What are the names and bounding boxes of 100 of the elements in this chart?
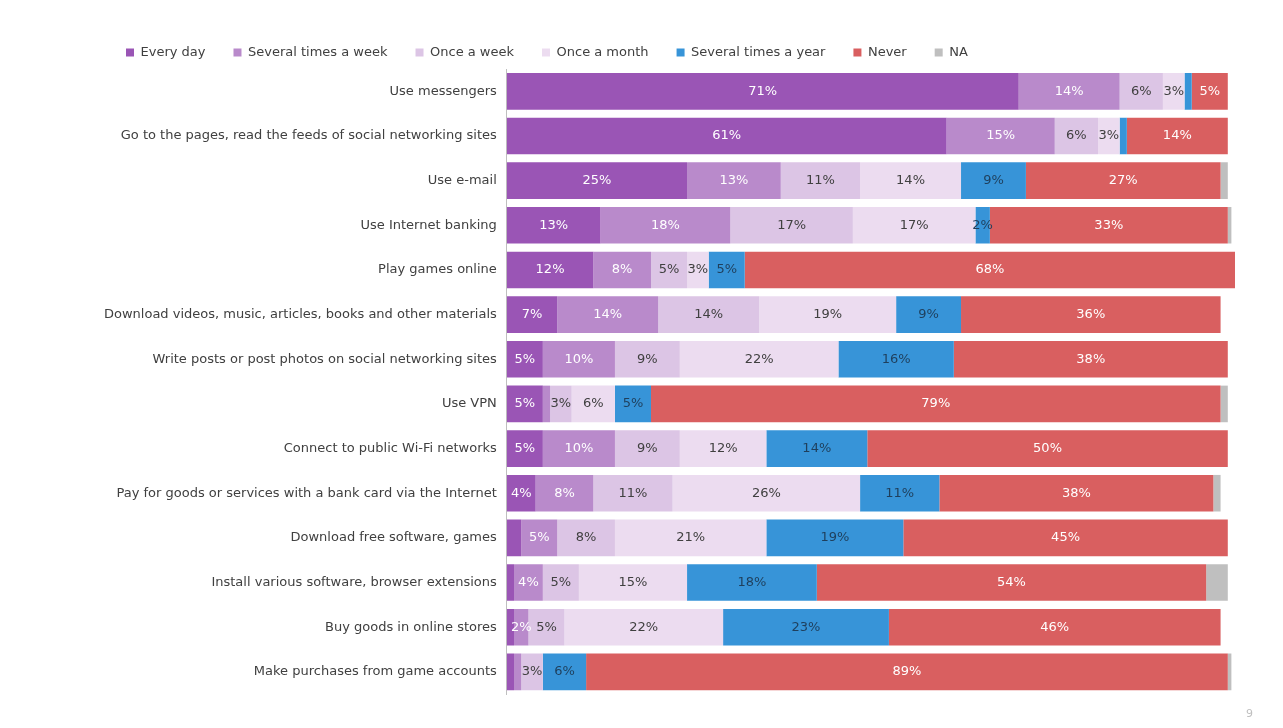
y-tick-label: Go to the pages, read the feeds of social networking sites: [120, 127, 498, 143]
bar: [542, 564, 579, 601]
bar: [535, 474, 594, 512]
y-tick-label: Pay for goods or services with a bank card via the Internet: [116, 484, 497, 500]
legend-label: Several times a year: [691, 43, 827, 59]
y-tick-label: Use VPN: [441, 395, 497, 411]
bar: [506, 519, 522, 557]
bar: [593, 474, 673, 512]
data-label: 5%: [658, 261, 680, 277]
data-label: 36%: [1076, 305, 1106, 321]
data-label: 7%: [521, 305, 543, 321]
data-label: 3%: [1163, 82, 1185, 98]
bar: [564, 608, 724, 646]
text: 9: [1246, 707, 1253, 720]
y-tick-label: Download videos, music, articles, books and other materials: [104, 305, 498, 321]
bar: [514, 653, 522, 691]
legend-label: Once a month: [556, 43, 649, 59]
bar: [658, 296, 760, 333]
bar: [1119, 117, 1127, 155]
data-label: 14%: [1054, 82, 1084, 98]
bar: [506, 564, 514, 601]
bar: [542, 385, 551, 423]
data-label: 18%: [737, 573, 767, 589]
data-label: 14%: [694, 305, 724, 321]
data-label: 3%: [550, 395, 572, 411]
data-label: 6%: [583, 395, 604, 411]
data-label: 27%: [1108, 172, 1138, 188]
data-label: 19%: [820, 529, 850, 545]
data-label: 22%: [744, 350, 774, 366]
bar: [506, 608, 514, 646]
data-label: 71%: [748, 82, 778, 98]
y-tick-label: Write posts or post photos on social networking sites: [152, 350, 498, 366]
bar: [1206, 564, 1228, 601]
legend-label: Several times a week: [247, 43, 388, 59]
data-label: 9%: [637, 439, 658, 455]
y-tick-label: Connect to public Wi-Fi networks: [283, 439, 498, 455]
data-label: 3%: [521, 663, 543, 679]
bar: [860, 162, 962, 199]
data-label: 2%: [510, 618, 532, 634]
legend-label: Never: [867, 43, 908, 59]
data-label: 17%: [777, 216, 807, 232]
bar: [888, 608, 1221, 646]
bar: [946, 117, 1055, 155]
data-label: 9%: [918, 305, 939, 321]
bar: [867, 430, 1228, 467]
bar: [542, 340, 615, 378]
bar: [780, 162, 861, 199]
bar: [650, 385, 1221, 423]
bar: [708, 251, 745, 289]
bar: [614, 519, 767, 557]
bar: [557, 296, 659, 333]
bar: [766, 430, 868, 467]
data-label: 14%: [593, 305, 623, 321]
bar: [1025, 162, 1221, 199]
bar: [687, 564, 817, 601]
bar: [961, 162, 1026, 199]
data-label: 21%: [676, 529, 706, 545]
bar: [586, 653, 1228, 691]
data-label: 38%: [1061, 484, 1091, 500]
data-label: 6%: [1130, 82, 1152, 98]
data-label: 22%: [629, 618, 659, 634]
bar: [744, 251, 1235, 289]
bar: [506, 653, 514, 691]
data-label: 15%: [986, 127, 1016, 143]
data-label: 5%: [528, 529, 550, 545]
data-label: 4%: [510, 484, 532, 500]
data-label: 3%: [1098, 127, 1120, 143]
data-label: 6%: [1066, 127, 1087, 143]
y-tick-label: Use messengers: [389, 82, 498, 98]
data-label: 12%: [708, 439, 738, 455]
data-label: 61%: [712, 127, 742, 143]
y-tick-label: Use e-mail: [427, 172, 497, 188]
data-label: 5%: [514, 350, 536, 366]
bar: [506, 251, 594, 289]
data-label: 14%: [802, 439, 832, 455]
bar: [679, 340, 839, 378]
y-tick-label: Install various software, browser extensions: [211, 573, 498, 589]
bar: [506, 385, 543, 423]
data-label: 14%: [1162, 127, 1192, 143]
data-label: 26%: [751, 484, 781, 500]
bar: [578, 564, 688, 601]
y-tick-label: Download free software, games: [290, 529, 498, 545]
bar: [1184, 73, 1192, 110]
data-label: 54%: [997, 573, 1026, 589]
data-label: 11%: [618, 484, 648, 500]
data-label: 5%: [716, 261, 738, 277]
data-label: 3%: [687, 261, 709, 277]
legend-label: NA: [949, 43, 968, 59]
bar: [1191, 73, 1228, 110]
bar: [506, 162, 688, 199]
bar: [614, 430, 680, 467]
data-label: 68%: [975, 261, 1005, 277]
bar: [816, 564, 1207, 601]
y-tick-label: Play games online: [378, 261, 497, 277]
bar: [1119, 73, 1163, 110]
data-label: 25%: [582, 172, 612, 188]
data-label: 18%: [650, 216, 680, 232]
bar: [838, 340, 954, 378]
data-label: 11%: [805, 172, 835, 188]
data-label: 15%: [618, 573, 648, 589]
